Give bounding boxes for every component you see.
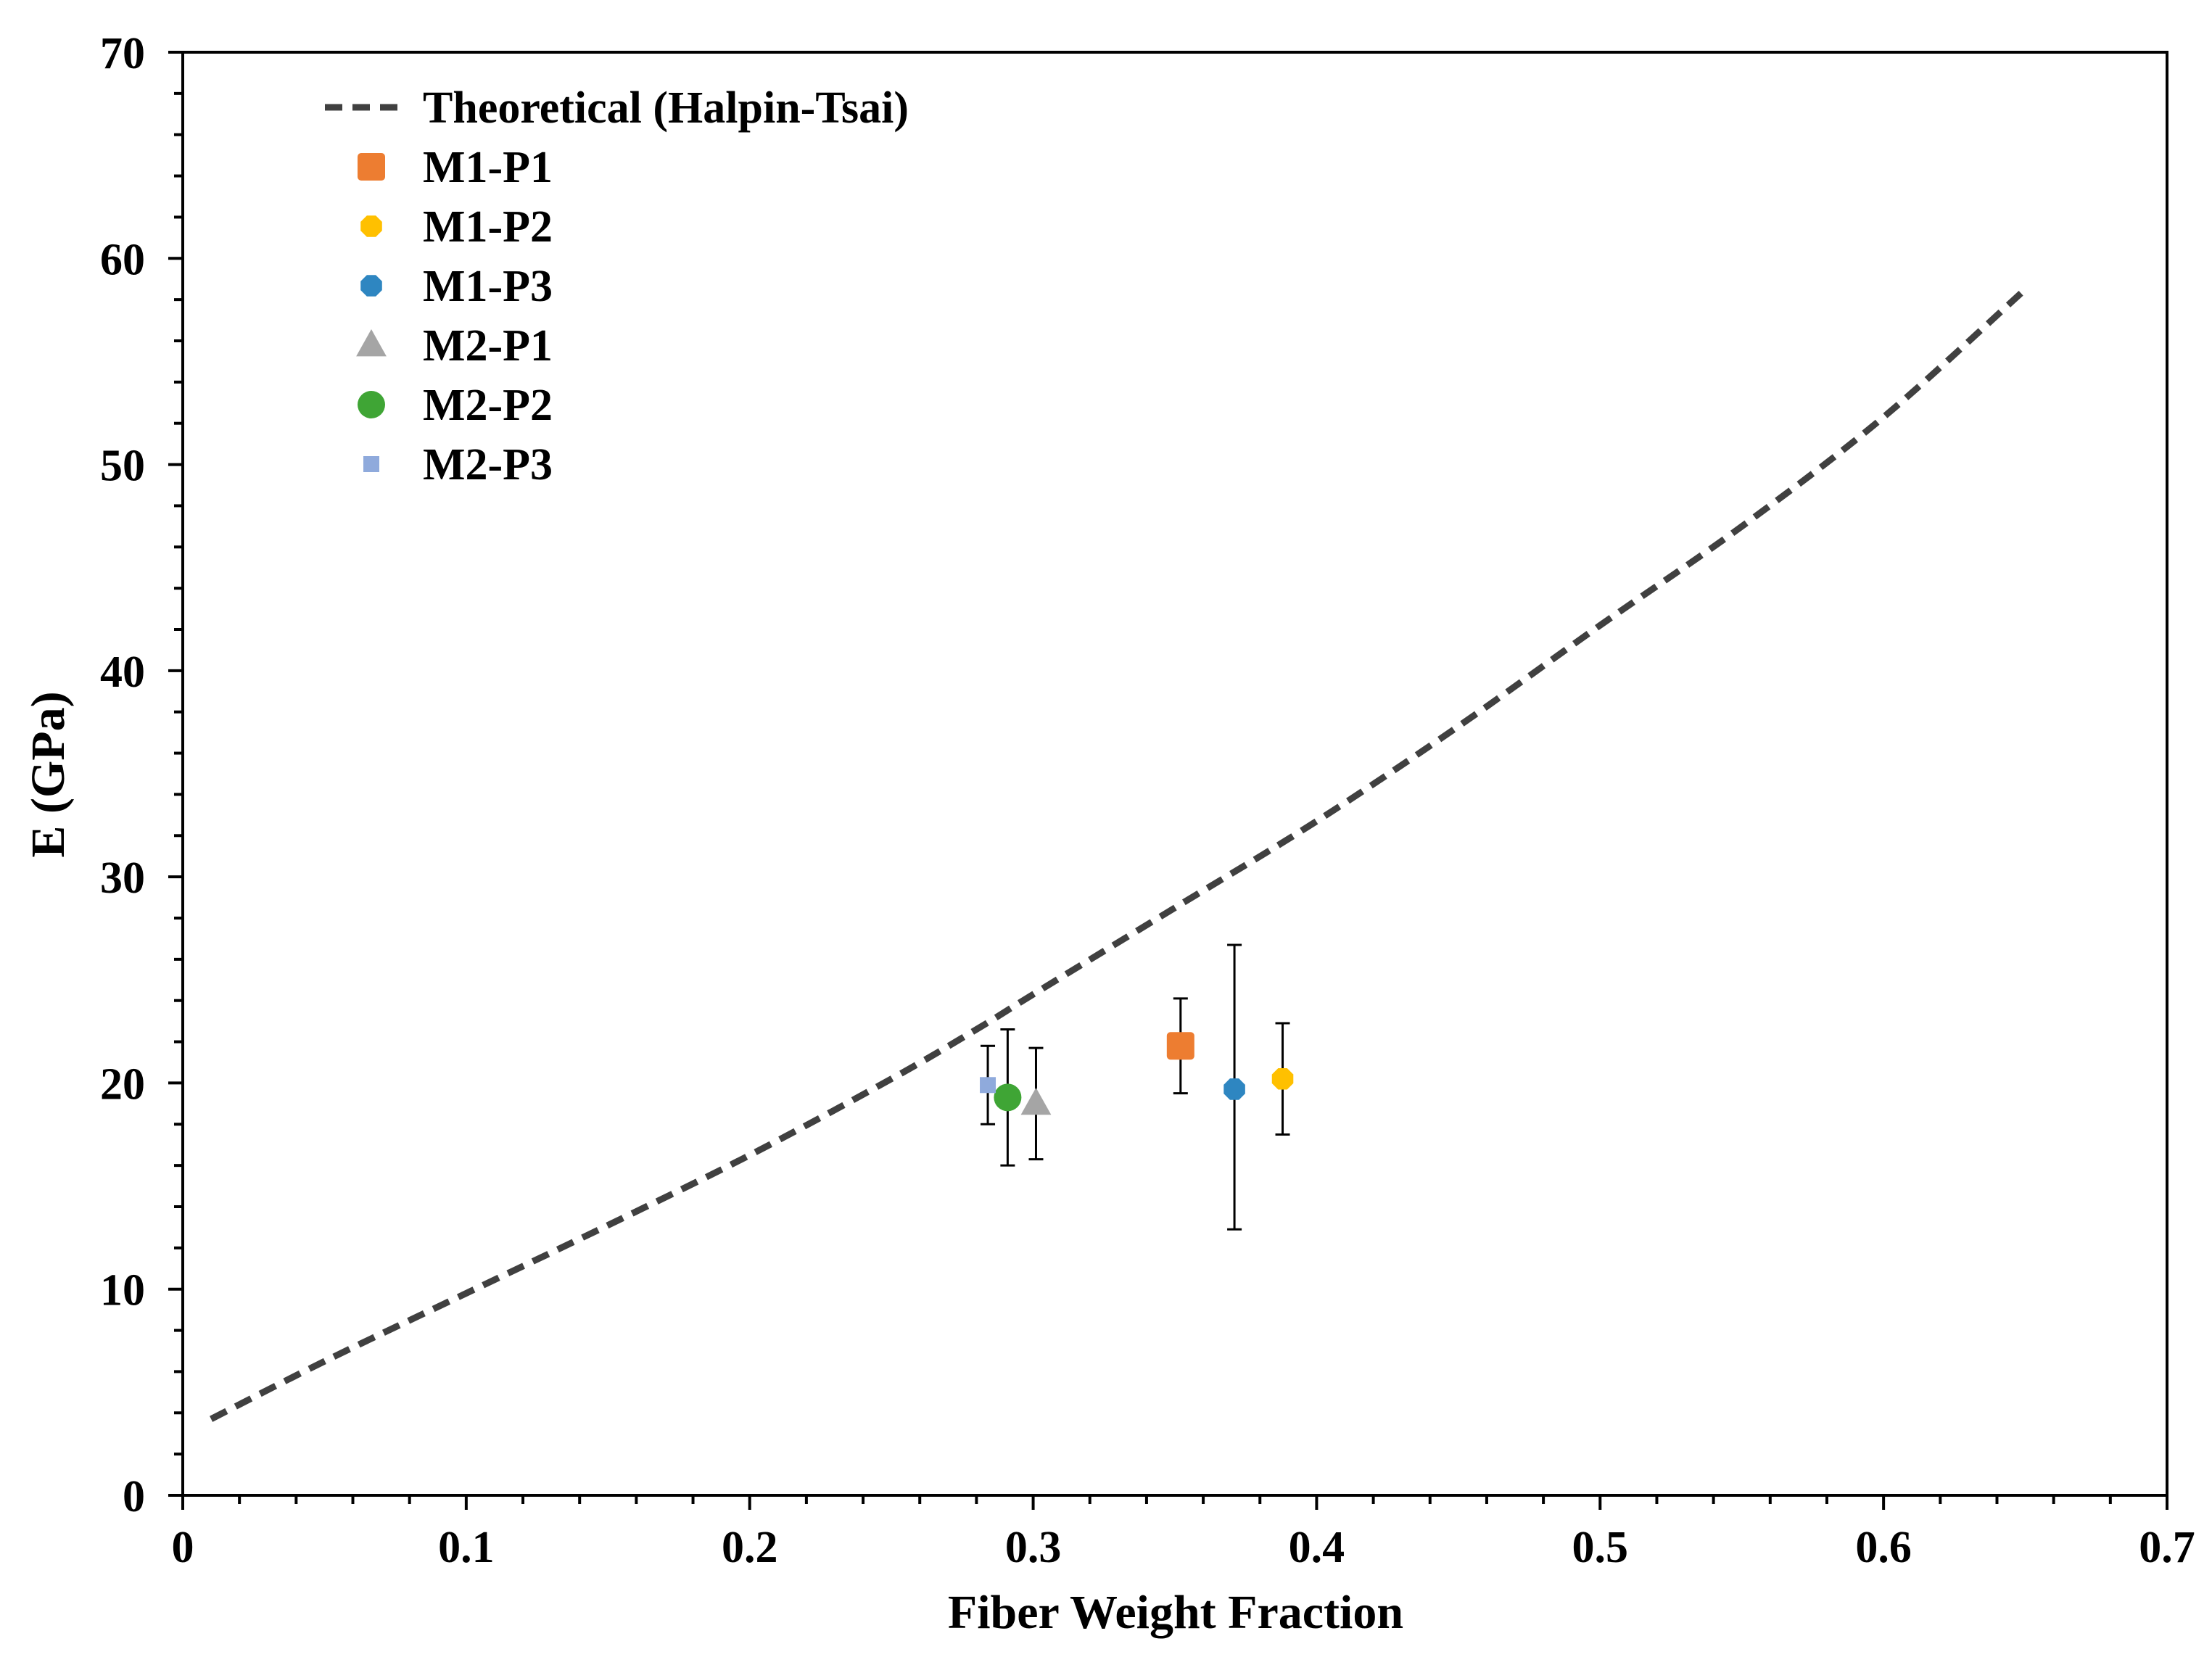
legend: Theoretical (Halpin-Tsai) M1-P1 M1-P2 M1-P3… xyxy=(325,83,909,489)
y-tick-label: 0 xyxy=(123,1472,145,1521)
x-tick-label: 0.3 xyxy=(1005,1523,1062,1572)
y-axis-title: E (GPa) xyxy=(22,691,75,857)
y-tick-label: 40 xyxy=(100,648,145,697)
data-point-m2-p2 xyxy=(994,1083,1022,1112)
theoretical-curve-group xyxy=(210,286,2028,1422)
x-tick-label: 0.2 xyxy=(722,1523,778,1572)
x-tick-label: 0.1 xyxy=(438,1523,495,1572)
legend-label-m2-p1: M2-P1 xyxy=(423,321,553,371)
plot-area-border xyxy=(181,51,2168,1497)
legend-swatch-m1-p3 xyxy=(360,275,382,297)
data-point-m1-p3 xyxy=(1223,1078,1245,1100)
x-tick-label: 0.4 xyxy=(1289,1523,1345,1572)
axis-ticks xyxy=(168,51,2168,1510)
y-tick-label: 60 xyxy=(100,235,145,284)
x-tick-label: 0.5 xyxy=(1572,1523,1629,1572)
legend-swatch-m2-p1 xyxy=(356,329,387,357)
legend-label-m1-p3: M1-P3 xyxy=(423,262,553,311)
x-tick-label: 0.6 xyxy=(1855,1523,1912,1572)
legend-label-theoretical: Theoretical (Halpin-Tsai) xyxy=(423,83,909,133)
x-tick-label: 0 xyxy=(172,1523,194,1572)
axis-tick-labels: 0 0.1 0.2 0.3 0.4 0.5 0.6 0.7 0 10 20 30 40 50 60 70 xyxy=(100,29,2195,1572)
x-axis-title: Fiber Weight Fraction xyxy=(948,1586,1403,1639)
data-point-m1-p2 xyxy=(1271,1067,1294,1090)
y-tick-label: 30 xyxy=(100,854,145,903)
y-tick-label: 20 xyxy=(100,1059,145,1109)
legend-label-m1-p2: M1-P2 xyxy=(423,202,553,252)
legend-label-m2-p2: M2-P2 xyxy=(423,381,553,430)
legend-swatch-m1-p2 xyxy=(360,215,382,237)
legend-swatch-m2-p3 xyxy=(363,456,379,472)
data-point-m2-p3 xyxy=(980,1077,996,1094)
x-tick-label: 0.7 xyxy=(2139,1523,2195,1572)
data-point-m1-p1 xyxy=(1166,1032,1194,1060)
data-markers xyxy=(980,1032,1294,1115)
legend-label-m1-p1: M1-P1 xyxy=(423,143,553,192)
y-tick-label: 70 xyxy=(100,29,145,78)
legend-label-m2-p3: M2-P3 xyxy=(423,440,553,489)
y-tick-label: 50 xyxy=(100,442,145,491)
legend-swatch-m2-p2 xyxy=(358,391,385,418)
plot-frame xyxy=(181,51,2168,1497)
y-tick-label: 10 xyxy=(100,1266,145,1315)
data-point-m2-p1 xyxy=(1020,1087,1052,1115)
theoretical-curve xyxy=(210,286,2028,1422)
legend-swatch-m1-p1 xyxy=(358,153,385,181)
